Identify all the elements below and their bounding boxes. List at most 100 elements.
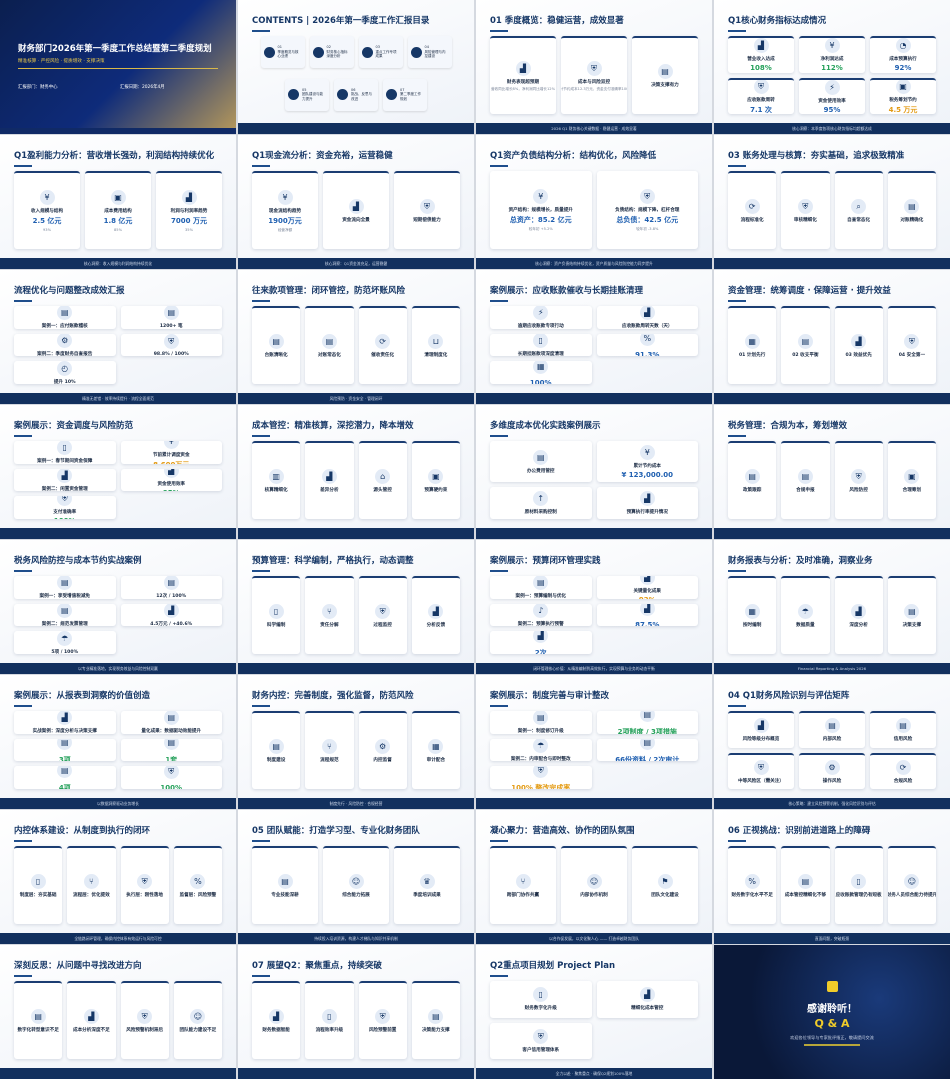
info-card: ▯ 案例一：春节期间资金保障	[14, 441, 116, 464]
slide-thumbnail[interactable]: 05 团队赋能：打造学习型、专业化财务团队 ▤ 专业技能深耕 ☺ 综合能力拓展 …	[238, 810, 474, 944]
slide-thumbnail[interactable]: 案例展示：应收账款催收与长期挂账清理 ⚡ 逾期应收账款专项行动 ▟ 应收账款周转…	[476, 270, 712, 404]
info-card: ☂ 5项 / 100%	[14, 631, 116, 654]
info-card: ▟ 87.5%	[596, 603, 698, 627]
pie-icon: ◔	[895, 38, 911, 54]
toc-item[interactable]: 03 重点工作专项成果	[358, 36, 403, 68]
slide-title: 05 团队赋能：打造学习型、专业化财务团队	[252, 824, 464, 842]
wallet-icon: ▣	[110, 190, 126, 205]
info-card: ⛨ 客户信用管理体系	[490, 1022, 592, 1059]
toc-item[interactable]: 02 财务核心指标深度分析	[309, 36, 354, 68]
slide-thumbnail[interactable]: 财务报表与分析：及时准确，洞察业务 ▦ 按时编制 ☂ 数据质量 ▟ 深度分析 ▤…	[714, 540, 950, 674]
cycle-icon: ⟳	[895, 759, 911, 775]
slide-thumbnail[interactable]: 成本管控：精准核算，深挖潜力，降本增效 ▥ 核算精细化 ▟ 差异分析 ⌂ 源头管…	[238, 405, 474, 539]
doc-icon: ▤	[163, 711, 179, 726]
info-card: % 财务数字化水平不足	[728, 846, 777, 924]
info-card: ▟ 实战案例：深度分析与决策支撑	[14, 711, 116, 734]
info-card: ⛨ 负债结构：规模下降，杠杆合理 总负债：42.5 亿元 较年初 -3.8%	[596, 171, 698, 249]
card-label: 04 安全第一	[898, 353, 926, 358]
slide-thumbnail[interactable]: 06 正视挑战：识别前进道路上的障碍 % 财务数字化水平不足 ▤ 成本管控精细化…	[714, 810, 950, 944]
slide-thumbnail[interactable]: 财务内控：完善制度，强化监督，防范风险 ▤ 制度建设 ⑂ 流程规范 ⚙ 内控监督…	[238, 675, 474, 809]
toc-icon	[361, 46, 373, 58]
slide-thumbnail[interactable]: 案例展示：资金调度与风险防范 ▯ 案例一：春节期间资金保障 ¥ 节前累计调度资金…	[0, 405, 236, 539]
info-card: ▟ 风险等级分布概览	[728, 711, 794, 748]
info-card: ▟ 成本分析深度不足	[67, 981, 116, 1059]
slide-thumbnail[interactable]: 多维度成本优化实践案例展示 ▤ 办公费用管控 ¥ 累计节约成本 ¥ 123,00…	[476, 405, 712, 539]
phone-icon: ▯	[533, 987, 549, 1003]
footer-bar	[714, 393, 950, 404]
slide-title: 案例展示：预算闭环管理实践	[490, 554, 702, 572]
coin-icon: ¥	[277, 189, 293, 205]
info-card: ▟ 资金流向全景	[323, 171, 389, 249]
slide-title: 03 账务处理与核算：夯实基础，追求极致精准	[728, 149, 940, 167]
slide-title: 01 季度概览：稳健运营，成效显著	[490, 14, 702, 32]
phone-icon: ▯	[30, 874, 46, 889]
toc-item[interactable]: 06 挑战、反思与改进	[334, 78, 378, 111]
info-card: ▤ 3项	[14, 738, 116, 762]
info-card: ⛨ 风险预警前置	[358, 981, 407, 1059]
branch-icon: ⑂	[321, 739, 337, 754]
slide-cover[interactable]: 财务部门2026年第一季度工作总结暨第二季度规划 精准核算 · 严控风险 · 提…	[0, 0, 236, 134]
slide-thumbnail[interactable]: Q1核心财务指标达成情况 ▟ 营业收入达成 108% ¥ 净利润达成 112% …	[714, 0, 950, 134]
card-label: 负债结构：规模下降，杠杆合理	[615, 207, 680, 213]
slide-thumbnail[interactable]: 流程优化与问题整改成效汇报 ▤ 案例一：应付账款稽核 ▤ 1200+ 笔 ⚙ 案…	[0, 270, 236, 404]
card-label: 关键量化成果	[633, 589, 662, 595]
slide-thumbnail[interactable]: 04 Q1财务风险识别与评估矩阵 ▟ 风险等级分布概览 ▤ 内部风险 ▤ 信用风…	[714, 675, 950, 809]
toc-item[interactable]: 01 季度概览与核心业绩	[260, 36, 305, 68]
footer-bar	[0, 128, 236, 134]
footer-bar: 以合作促发展，以文化聚人心 —— 打造卓越财务团队	[476, 933, 712, 944]
card-label: 量化成果：数据驱动效能提升	[141, 729, 202, 734]
card-label: 办公费用管控	[526, 468, 555, 474]
slide-title: 预算管理：科学编制，严格执行，动态调整	[252, 554, 464, 572]
slide-thumbnail[interactable]: 深刻反思：从问题中寻找改进方向 ▤ 数字化转型意识不足 ▟ 成本分析深度不足 ⛨…	[0, 945, 236, 1079]
slide-thumbnail[interactable]: 资金管理：统筹调度 · 保障运营 · 提升效益 ▦ 01 计划先行 ▤ 02 收…	[714, 270, 950, 404]
toc-label: 风险管理与内控建设	[424, 49, 446, 59]
info-card: ▤ 案例二：规范发票管理	[14, 603, 116, 627]
slide-thumbnail[interactable]: 税务风险防控与成本节约实战案例 ▤ 案例一：享受增值税减免 ▤ 12次 / 10…	[0, 540, 236, 674]
slide-thumbnail[interactable]: 预算管理：科学编制，严格执行，动态调整 ▯ 科学编制 ⑂ 责任分解 ⛨ 过程监控…	[238, 540, 474, 674]
slide-thumbnail[interactable]: 往来款项管理：闭环管控，防范坏账风险 ▤ 台账清晰化 ▤ 对账常态化 ⟳ 催收责…	[238, 270, 474, 404]
slide-thumbnail[interactable]: 07 展望Q2：聚焦重点，持续突破 ▟ 财务数据智能 ▯ 流程效率升级 ⛨ 风险…	[238, 945, 474, 1079]
slide-thumbnail[interactable]: Q1资产负债结构分析：结构优化，风险降低 ¥ 资产结构：规模增长，质量提升 总资…	[476, 135, 712, 269]
toc-item[interactable]: 04 风险管理与内控建设	[407, 36, 452, 68]
slide-thumbnail[interactable]: 凝心聚力：营造高效、协作的团队氛围 ⑂ 跨部门协作共赢 ☺ 内部协作机制 ⚑ 团…	[476, 810, 712, 944]
shield-icon: ⛨	[753, 79, 769, 94]
slide-thumbnail[interactable]: 01 季度概览：稳健运营，成效显著 ▟ 财务表现超预期 营收同比增长8%，净利润…	[476, 0, 712, 134]
slide-thumbnail[interactable]: 内控体系建设：从制度到执行的闭环 ▯ 制度层：夯实基础 ⑂ 流程层：优化提效 ⛨…	[0, 810, 236, 944]
doc-icon: ▤	[895, 718, 911, 734]
chart-icon: ▟	[321, 469, 337, 484]
slide-thumbnail[interactable]: Q1现金流分析：资金充裕，运营稳健 ¥ 现金流结构趋势 1900万元 经营净额 …	[238, 135, 474, 269]
toc-item[interactable]: 07 第二季度工作规划	[383, 78, 427, 111]
toc-label: 季度概览与核心业绩	[277, 49, 299, 59]
thanks-title: 感谢聆听！	[807, 1004, 857, 1015]
toc-number: 06	[351, 87, 356, 92]
doc-icon: ▤	[57, 738, 73, 750]
slide-thumbnail[interactable]: 案例展示：预算闭环管理实践 ▤ 案例一：预算编制与优化 ▟ 关键量化成果 92%…	[476, 540, 712, 674]
slide-contents[interactable]: CONTENTS | 2026年第一季度工作汇报目录 01 季度概览与核心业绩 02 财…	[238, 0, 474, 134]
card-label: 决策能力支撑	[422, 1028, 450, 1033]
toc-item[interactable]: 05 团队建设与能力提升	[285, 78, 329, 111]
slide-thank-you[interactable]: 感谢聆听！ Q & A 欢迎各位领导与专家批评指正，敬请提问交流	[714, 945, 950, 1079]
slide-thumbnail[interactable]: Q2重点项目规划 Project Plan ▯ 财务数字化升级 ▟ 精细化成本管…	[476, 945, 712, 1079]
info-card: ▤ 制度建设	[252, 711, 301, 789]
info-card: ☺ 综合能力拓展	[323, 846, 389, 924]
card-label: 财务表现超预期	[506, 79, 540, 85]
card-label: 执行层：刚性落地	[126, 893, 163, 898]
doc-icon: ▤	[268, 739, 284, 754]
slide-thumbnail[interactable]: 案例展示：制度完善与审计整改 ▤ 案例一：制度修订升级 ▤ 2项制度 / 3项措…	[476, 675, 712, 809]
slide-thumbnail[interactable]: 案例展示：从报表到洞察的价值创造 ▟ 实战案例：深度分析与决策支撑 ▤ 量化成果…	[0, 675, 236, 809]
slide-thumbnail[interactable]: Q1盈利能力分析：营收增长强劲，利润结构持续优化 ¥ 收入规模与结构 2.5 亿…	[0, 135, 236, 269]
slide-thumbnail[interactable]: 税务管理：合规为本，筹划增效 ▤ 政策跟踪 ▤ 合规申报 ⛨ 风险防控 ▣ 合理…	[714, 405, 950, 539]
doc-icon: ▤	[639, 738, 655, 750]
info-card: ▣ 成本费用结构 1.8 亿元 85%	[85, 171, 151, 249]
info-card: ⛨ 100%	[120, 766, 222, 789]
doc-icon: ▤	[533, 576, 549, 591]
footer-bar	[0, 528, 236, 539]
slide-thumbnail[interactable]: 03 账务处理与核算：夯实基础，追求极致精准 ⟳ 流程标准化 ⛨ 审核精细化 ⌕…	[714, 135, 950, 269]
footer-bar	[714, 258, 950, 269]
info-card: ♪ 案例二：预算执行预警	[490, 603, 592, 627]
info-card: ▤ 成本管控精细化不够	[781, 846, 830, 924]
card-label: 风险预警前置	[368, 1028, 397, 1033]
footer-bar	[238, 123, 474, 134]
info-card: ☺ 财务人员综合能力待提升	[887, 846, 936, 924]
footer-bar: 以数据洞察驱动业务增长	[0, 798, 236, 809]
